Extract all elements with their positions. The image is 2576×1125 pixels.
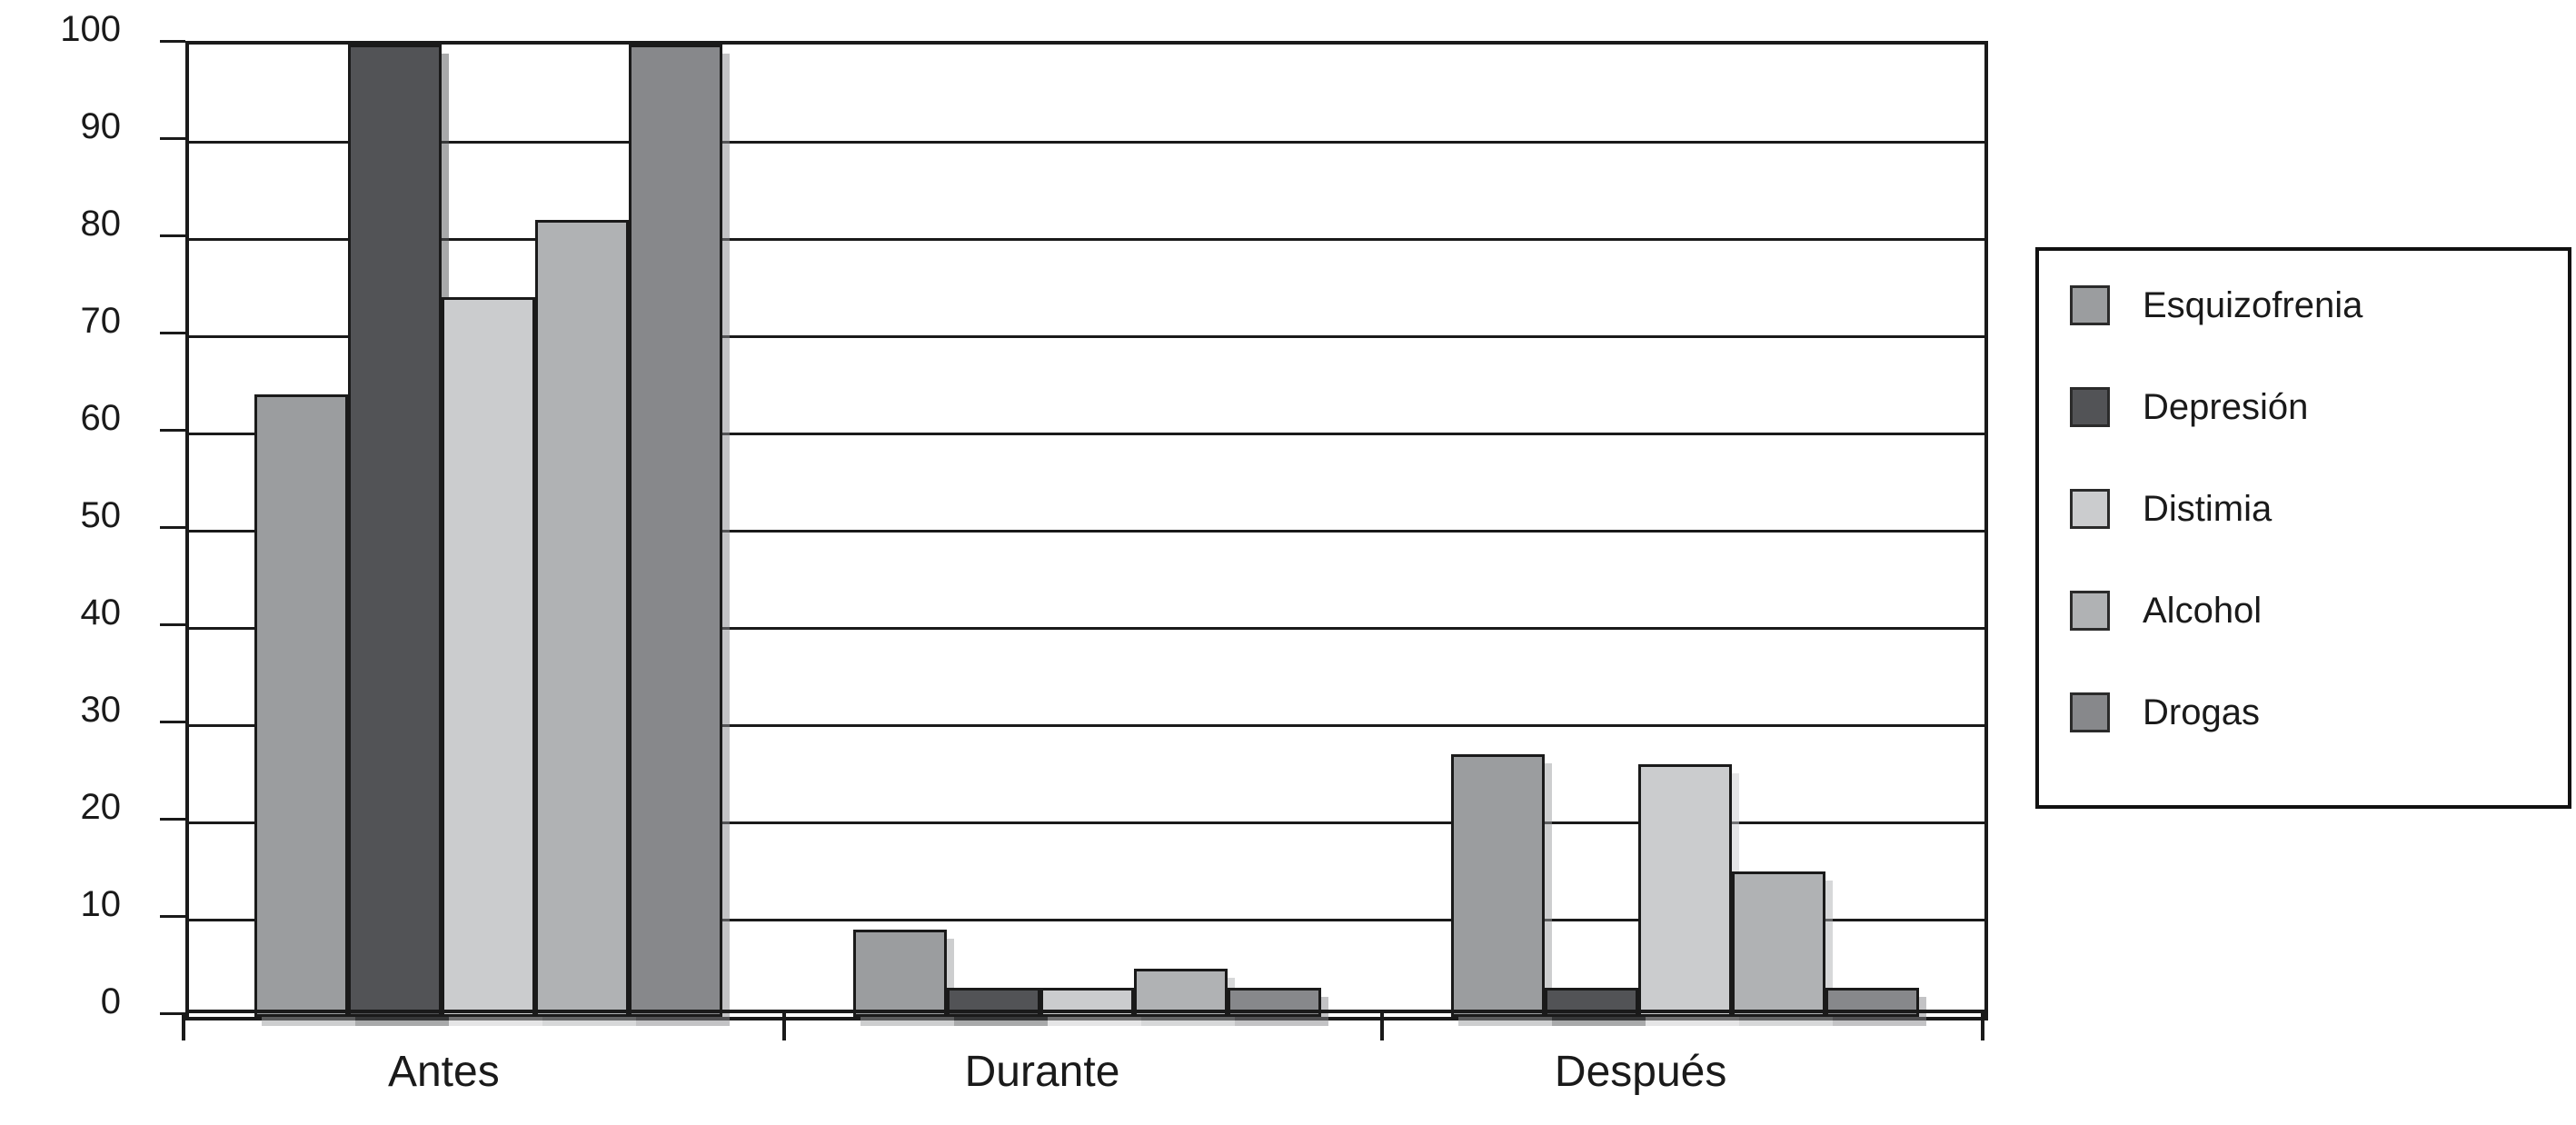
y-axis-tick-30 — [160, 720, 185, 723]
bar-depresion-antes — [347, 45, 442, 1017]
gridline-40 — [189, 626, 1984, 630]
legend-swatch-alcohol — [2070, 591, 2110, 631]
y-axis-tick-label-60: 60 — [80, 398, 122, 438]
x-axis-line — [185, 1010, 1988, 1013]
gridline-30 — [189, 723, 1984, 727]
y-axis-tick-label-40: 40 — [80, 592, 122, 632]
legend-item-alcohol: Alcohol — [2039, 560, 2568, 662]
y-axis-tick-70 — [160, 331, 185, 334]
x-axis-tick-right — [1981, 1013, 1984, 1040]
bar-alcohol-antes — [534, 219, 629, 1017]
y-axis-tick-100 — [160, 39, 185, 43]
plot-area — [185, 41, 1988, 1020]
bar-distimia-antes — [441, 297, 535, 1017]
legend-label-distimia: Distimia — [2143, 488, 2273, 529]
legend-item-distimia: Distimia — [2039, 458, 2568, 560]
legend-swatch-depresion — [2070, 387, 2110, 427]
y-axis-tick-50 — [160, 525, 185, 529]
y-axis-tick-60 — [160, 428, 185, 432]
legend-item-esquizofrenia: Esquizofrenia — [2039, 254, 2568, 356]
y-axis-tick-0 — [160, 1011, 185, 1015]
legend-swatch-drogas — [2070, 692, 2110, 732]
legend-item-depresion: Depresión — [2039, 356, 2568, 458]
y-axis-tick-label-0: 0 — [100, 981, 121, 1021]
y-axis-tick-90 — [160, 136, 185, 140]
y-axis-tick-40 — [160, 622, 185, 626]
bar-distimia-despues — [1638, 763, 1733, 1017]
gridline-90 — [189, 140, 1984, 144]
bar-esquizofrenia-antes — [254, 394, 348, 1017]
gridline-70 — [189, 334, 1984, 338]
x-axis-label-despues: Después — [1554, 1048, 1727, 1096]
y-axis-tick-label-100: 100 — [60, 9, 121, 49]
y-axis-tick-20 — [160, 817, 185, 821]
x-axis-label-antes: Antes — [387, 1048, 500, 1096]
bar-alcohol-durante — [1133, 968, 1228, 1017]
x-axis-tick-1 — [781, 1013, 786, 1040]
y-axis-tick-10 — [160, 914, 185, 918]
bar-drogas-antes — [628, 45, 722, 1017]
gridline-80 — [189, 237, 1984, 241]
y-axis-tick-label-30: 30 — [80, 690, 122, 730]
x-axis-tick-2 — [1380, 1013, 1385, 1040]
legend-swatch-distimia — [2070, 489, 2110, 529]
bar-alcohol-despues — [1732, 871, 1826, 1017]
legend-item-drogas: Drogas — [2039, 662, 2568, 763]
y-axis-tick-label-50: 50 — [80, 495, 122, 535]
y-axis-tick-label-80: 80 — [80, 204, 122, 244]
gridline-50 — [189, 529, 1984, 533]
bar-esquizofrenia-despues — [1451, 754, 1546, 1017]
gridline-10 — [189, 918, 1984, 921]
x-axis-label-durante: Durante — [964, 1048, 1120, 1096]
y-axis-tick-label-20: 20 — [80, 787, 122, 827]
gridline-60 — [189, 432, 1984, 435]
y-axis-tick-label-70: 70 — [80, 301, 122, 341]
y-axis-tick-80 — [160, 234, 185, 237]
legend-swatch-esquizofrenia — [2070, 285, 2110, 325]
legend: Esquizofrenia Depresión Distimia Alcohol Dro… — [2035, 247, 2571, 809]
legend-label-drogas: Drogas — [2143, 692, 2260, 732]
gridline-20 — [189, 821, 1984, 824]
bar-esquizofrenia-durante — [852, 929, 947, 1017]
y-axis-tick-label-90: 90 — [80, 106, 122, 146]
y-axis-tick-label-10: 10 — [80, 884, 122, 924]
x-axis-tick-0 — [182, 1013, 185, 1040]
legend-label-depresion: Depresión — [2143, 386, 2309, 427]
legend-label-alcohol: Alcohol — [2143, 590, 2263, 631]
legend-label-esquizofrenia: Esquizofrenia — [2143, 284, 2363, 325]
